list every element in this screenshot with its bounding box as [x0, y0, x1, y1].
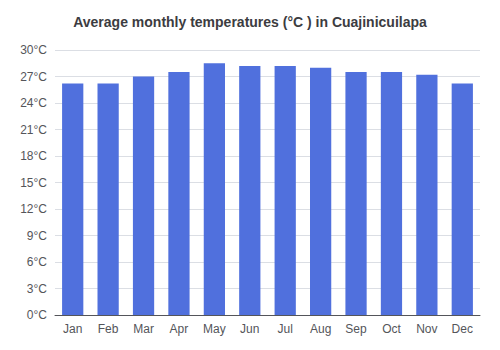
svg-text:0°C: 0°C — [27, 308, 47, 322]
svg-text:Jul: Jul — [278, 322, 293, 336]
svg-text:Dec: Dec — [452, 322, 473, 336]
svg-text:Apr: Apr — [170, 322, 189, 336]
svg-text:Feb: Feb — [98, 322, 119, 336]
svg-text:21°C: 21°C — [20, 123, 47, 137]
svg-text:24°C: 24°C — [20, 96, 47, 110]
svg-text:Oct: Oct — [382, 322, 401, 336]
svg-text:18°C: 18°C — [20, 149, 47, 163]
svg-text:27°C: 27°C — [20, 70, 47, 84]
svg-text:6°C: 6°C — [27, 255, 47, 269]
svg-text:12°C: 12°C — [20, 202, 47, 216]
svg-text:Mar: Mar — [133, 322, 154, 336]
svg-text:30°C: 30°C — [20, 43, 47, 57]
svg-text:9°C: 9°C — [27, 229, 47, 243]
svg-text:Nov: Nov — [416, 322, 437, 336]
svg-text:Aug: Aug — [310, 322, 331, 336]
svg-text:May: May — [203, 322, 226, 336]
svg-text:3°C: 3°C — [27, 282, 47, 296]
svg-text:Jun: Jun — [240, 322, 259, 336]
svg-text:Jan: Jan — [63, 322, 82, 336]
svg-text:15°C: 15°C — [20, 176, 47, 190]
svg-text:Sep: Sep — [345, 322, 367, 336]
svg-text:Average monthly temperatures (: Average monthly temperatures (°C ) in Cu… — [73, 14, 427, 30]
